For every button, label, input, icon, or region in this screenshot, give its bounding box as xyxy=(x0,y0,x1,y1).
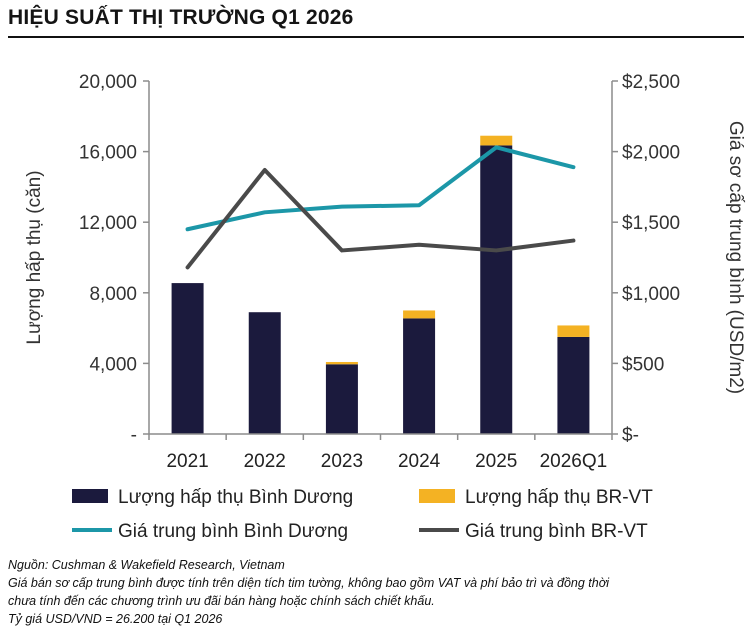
bar-br-vt-2024 xyxy=(403,310,436,319)
bar-binh-duong-2024 xyxy=(403,318,436,434)
x-tick-label-2026Q1: 2026Q1 xyxy=(540,451,608,472)
legend-price-binh-duong-label: Giá trung bình Bình Dương xyxy=(118,521,348,542)
x-tick-label-2024: 2024 xyxy=(398,451,441,472)
y-left-tick-label: - xyxy=(131,425,137,446)
y-left-axis-title: Lượng hấp thụ (căn) xyxy=(24,170,45,344)
line-price-br-vt xyxy=(185,167,576,270)
y-left-tick-label: 12,000 xyxy=(79,213,137,234)
legend-absorption-binh-duong-swatch xyxy=(72,489,108,503)
bar-br-vt-2025 xyxy=(480,135,513,146)
combo-chart: - 4,000 8,000 12,000 16,000 20,000 $- $500 $1,00… xyxy=(24,72,746,542)
legend-absorption-br-vt-label: Lượng hấp thụ BR-VT xyxy=(465,487,653,508)
x-tick-label-2022: 2022 xyxy=(244,451,286,472)
legend-price-br-vt-label: Giá trung bình BR-VT xyxy=(465,521,648,542)
bar-binh-duong-2025 xyxy=(480,145,513,435)
y-right-tick-label: $2,500 xyxy=(622,72,680,93)
price-note-line-2: chưa tính đến các chương trình ưu đãi bá… xyxy=(8,594,435,608)
y-right-tick-label: $500 xyxy=(622,354,664,375)
bar-binh-duong-2021 xyxy=(171,283,204,434)
y-right-tick-label: $2,000 xyxy=(622,143,680,164)
exchange-rate-note: Tỷ giá USD/VND = 26.200 tại Q1 2026 xyxy=(8,612,223,626)
source-note: Nguồn: Cushman & Wakefield Research, Vie… xyxy=(8,558,285,572)
y-left-tick-label: 8,000 xyxy=(89,284,137,305)
x-tick-label-2021: 2021 xyxy=(166,451,208,472)
bar-binh-duong-2022 xyxy=(248,312,281,434)
bar-br-vt-2026Q1 xyxy=(557,325,590,337)
x-tick-label-2025: 2025 xyxy=(475,451,517,472)
legend-absorption-binh-duong-label: Lượng hấp thụ Bình Dương xyxy=(118,487,353,508)
y-right-axis-title: Giá sơ cấp trung bình (USD/m2) xyxy=(725,121,746,394)
y-right-tick-label: $1,500 xyxy=(622,213,680,234)
bar-binh-duong-2023 xyxy=(325,364,358,434)
y-left-tick-label: 4,000 xyxy=(89,354,137,375)
line-price-binh-duong xyxy=(185,145,576,232)
bar-binh-duong-2026Q1 xyxy=(557,336,590,434)
chart-title: HIỆU SUẤT THỊ TRƯỜNG Q1 2026 xyxy=(8,6,354,29)
x-tick-label-2023: 2023 xyxy=(321,451,363,472)
y-right-tick-label: $- xyxy=(622,425,639,446)
title-underline xyxy=(8,36,744,38)
legend-absorption-br-vt-swatch xyxy=(419,489,455,503)
price-note-line-1: Giá bán sơ cấp trung bình được tính trên… xyxy=(8,576,610,590)
bar-br-vt-2023 xyxy=(325,361,358,365)
y-right-tick-label: $1,000 xyxy=(622,284,680,305)
y-left-tick-label: 16,000 xyxy=(79,143,137,164)
footnotes: Nguồn: Cushman & Wakefield Research, Vie… xyxy=(8,556,748,628)
y-left-tick-label: 20,000 xyxy=(79,72,137,93)
